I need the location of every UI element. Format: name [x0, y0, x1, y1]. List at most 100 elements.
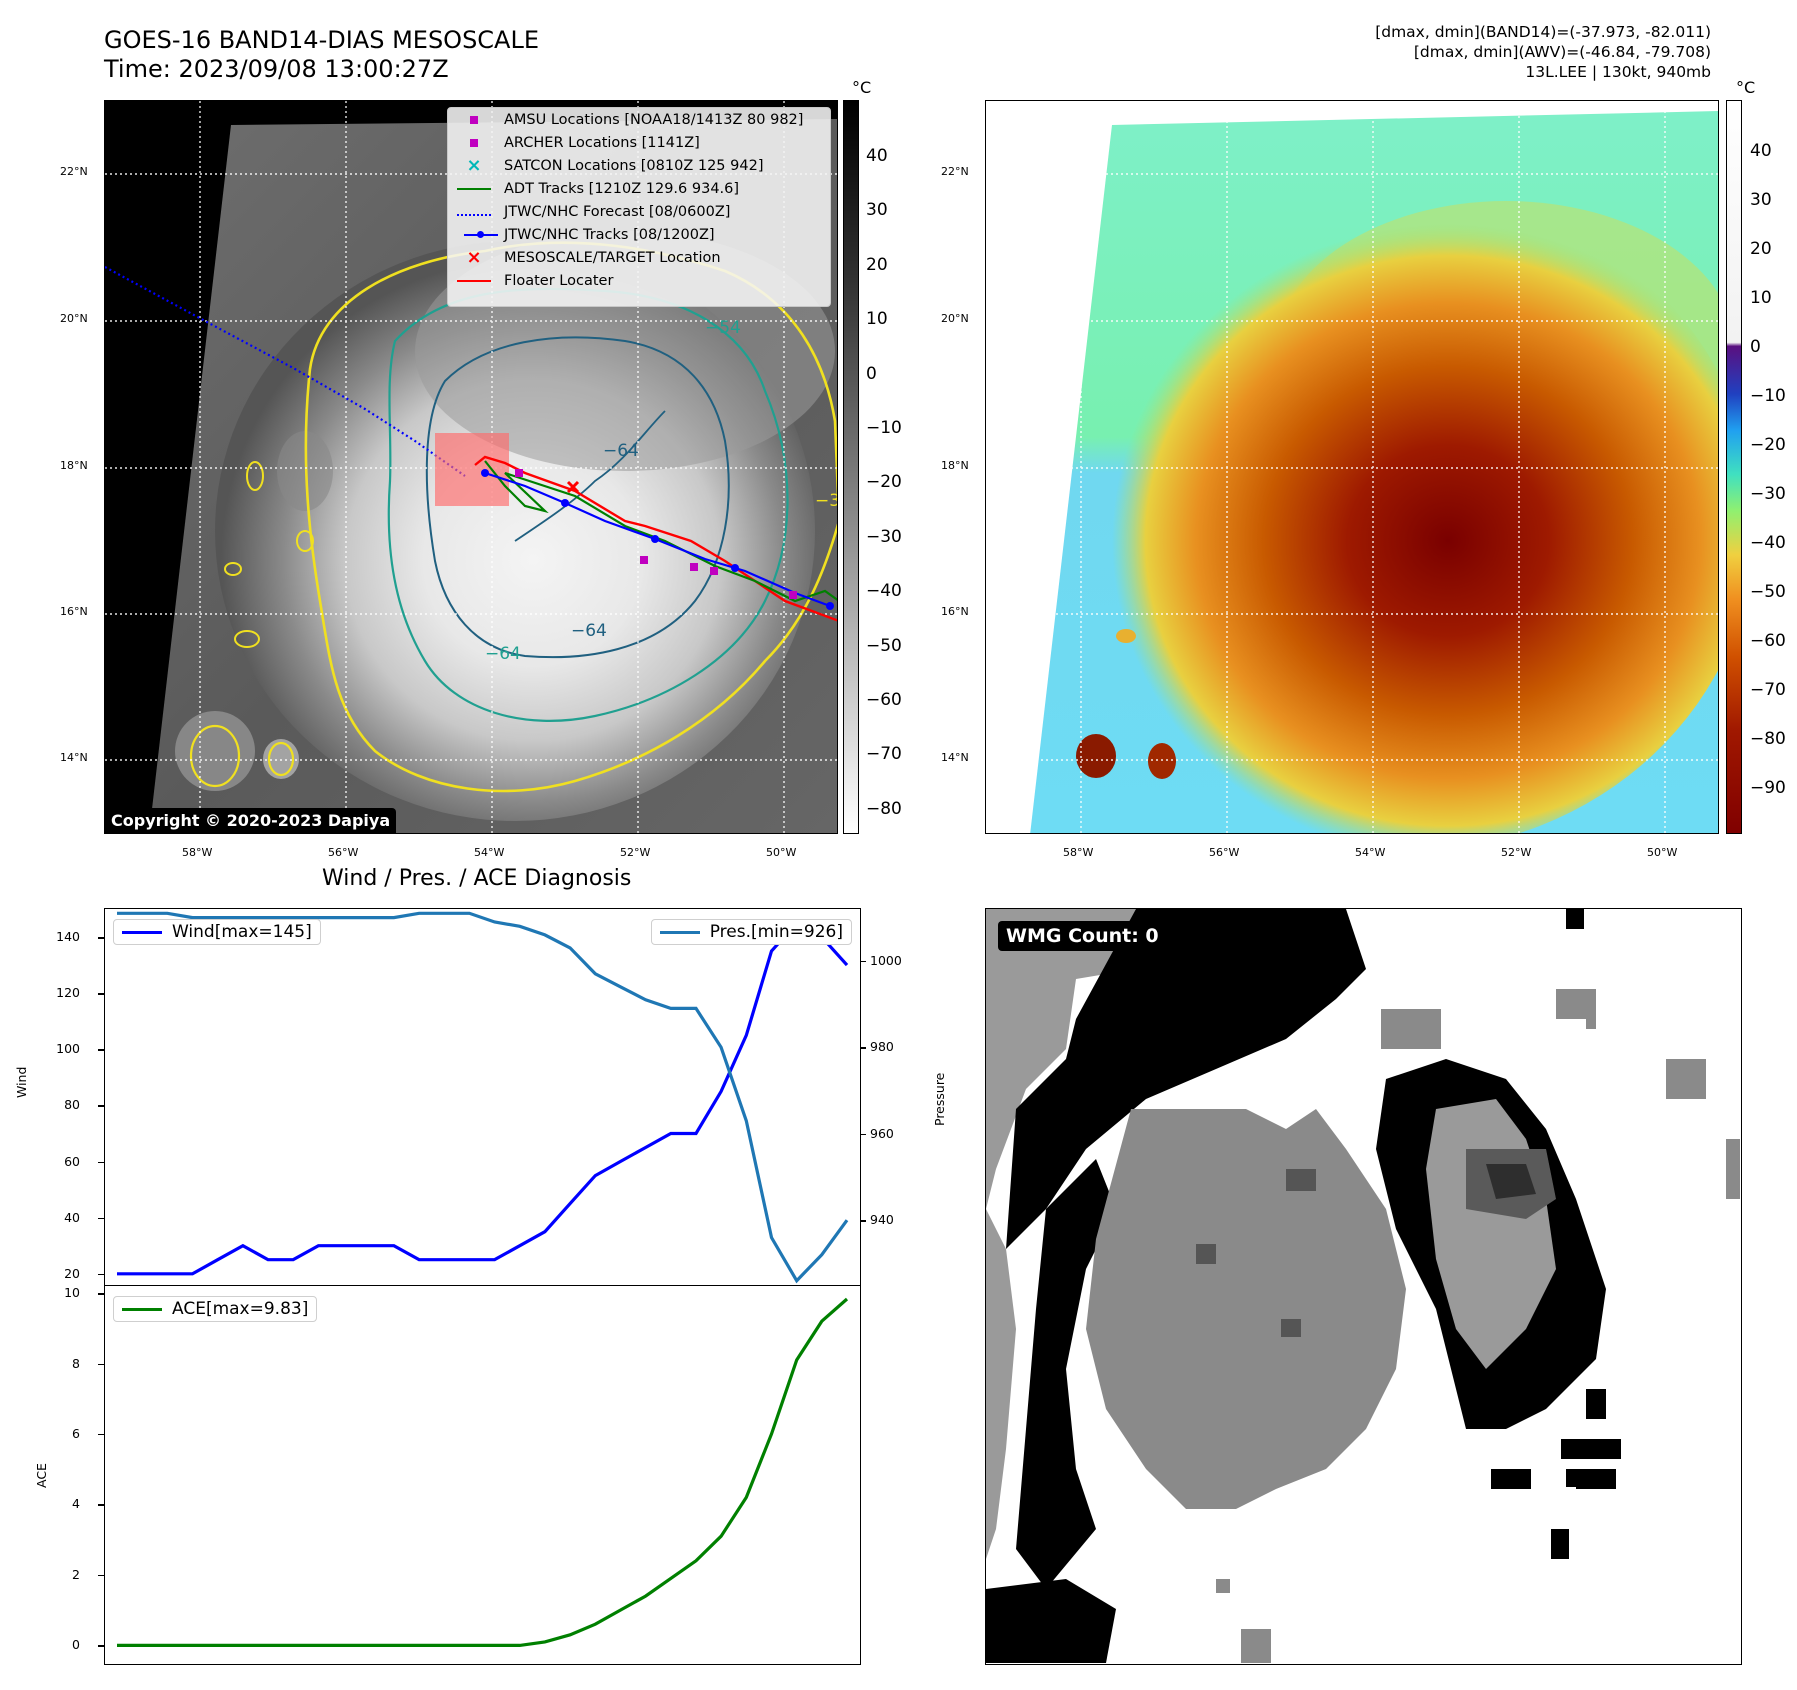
ir-legend-swatch [456, 135, 492, 151]
ir-legend-label: JTWC/NHC Forecast [08/0600Z] [504, 204, 731, 220]
ir-legend: AMSU Locations [NOAA18/1413Z 80 982] ARCH… [447, 107, 831, 307]
wmg-pixel [1491, 1469, 1531, 1489]
wmg-pixel [1561, 1439, 1621, 1459]
jtwc-forecast-track [105, 266, 466, 477]
wmg-count-badge: WMG Count: 0 [998, 921, 1167, 951]
lat-label: 22°N [60, 165, 88, 178]
colorbar-tick: −50 [1750, 582, 1786, 602]
wmg-pixel [1566, 1469, 1586, 1487]
y-tick-label: 1000 [870, 952, 902, 968]
lon-label: 52°W [620, 846, 651, 859]
ir-legend-item: AMSU Locations [NOAA18/1413Z 80 982] [456, 112, 803, 128]
y-tick-mark [98, 1049, 104, 1051]
colorbar-tick: −40 [866, 581, 902, 602]
colorbar-tick: −20 [866, 472, 902, 493]
y-tick-label: 100 [56, 1041, 80, 1057]
y-tick-mark [98, 937, 104, 939]
colorbar-tick: −70 [866, 744, 902, 765]
colorbar-tick: −50 [866, 635, 902, 656]
lon-label: 54°W [474, 846, 505, 859]
wmg-panel: WMG Count: 0 [985, 908, 1742, 1665]
ir-cloud-patch [175, 711, 255, 791]
awv-cell [1116, 629, 1136, 643]
wmg-region-black-bottom-left [986, 1579, 1116, 1663]
title-line-1: GOES-16 BAND14-DIAS MESOSCALE [104, 26, 540, 54]
copyright-badge: Copyright © 2020-2023 Dapiya [105, 808, 397, 833]
y-tick-mark [98, 1293, 104, 1295]
ir-legend-swatch [456, 227, 498, 243]
colorbar-tick: 0 [1750, 337, 1761, 357]
ir-legend-label: JTWC/NHC Tracks [08/1200Z] [504, 227, 715, 243]
wmg-region-gray-left-strip [986, 1209, 1016, 1559]
y-tick-mark [98, 1363, 104, 1365]
archer-amsu-points [515, 469, 797, 599]
y-tick-mark [860, 960, 866, 963]
wmg-region-eye-core [1486, 1164, 1536, 1199]
contour-inner [425, 336, 730, 659]
lon-label: 58°W [182, 846, 213, 859]
colorbar-tick: −60 [866, 690, 902, 710]
colorbar-tick: −30 [866, 526, 902, 547]
wmg-pixel [1216, 1579, 1230, 1593]
y-tick-label: 8 [72, 1355, 80, 1371]
y-tick-label: 940 [870, 1212, 894, 1228]
wind-pressure-plot: Wind[max=145] Pres.[min=926] [104, 908, 861, 1287]
y-tick-label: 4 [72, 1496, 80, 1512]
colorbar-tick: −70 [1750, 680, 1786, 700]
y-tick-label: 40 [64, 1209, 80, 1225]
ir-legend-item: ADT Tracks [1210Z 129.6 934.6] [456, 181, 739, 197]
lat-label: 20°N [941, 312, 969, 325]
wmg-pixel [1551, 1529, 1569, 1559]
ace-line [117, 1297, 849, 1647]
pressure-legend: Pres.[min=926] [650, 919, 852, 945]
y-tick-label: 20 [64, 1265, 80, 1281]
ir-legend-label: MESOSCALE/TARGET Location [504, 250, 721, 266]
y-tick-label: 140 [56, 929, 80, 945]
lon-label: 58°W [1063, 846, 1094, 859]
awv-map-image [986, 101, 1718, 833]
diagnosis-title: Wind / Pres. / ACE Diagnosis [322, 866, 632, 891]
contour-core [514, 410, 666, 542]
info-block: [dmax, dmin](BAND14)=(-37.973, -82.011) … [1375, 22, 1711, 82]
wmg-pixel [1286, 1169, 1316, 1191]
wmg-pixel [1726, 1139, 1740, 1199]
lat-label: 14°N [60, 751, 88, 764]
lat-label: 18°N [941, 459, 969, 472]
colorbar-tick: 10 [866, 309, 888, 330]
awv-gridlines [986, 101, 1718, 833]
mesoscale-target-box [435, 433, 509, 506]
y-tick-mark [98, 1433, 104, 1436]
y-tick-mark [98, 1504, 104, 1506]
ir-colorbar [843, 100, 859, 834]
ir-map-panel: −54 −64 −64 −64 −31 AMSU Locations [NOAA… [104, 100, 838, 834]
y-tick-mark [98, 1645, 104, 1647]
wind-legend-label: Wind[max=145] [172, 922, 312, 942]
contour-label: −54 [705, 318, 741, 338]
wmg-pixel [1666, 1059, 1706, 1099]
lat-label: 16°N [941, 605, 969, 618]
y-tick-mark [98, 1105, 104, 1107]
info-line-3: 13L.LEE | 130kt, 940mb [1525, 63, 1711, 81]
lon-label: 50°W [1647, 846, 1678, 859]
ace-axis-label: ACE [34, 1463, 49, 1488]
awv-storm [1056, 191, 1718, 833]
wmg-region-black-left [1016, 1159, 1116, 1589]
lon-label: 56°W [328, 846, 359, 859]
jtwc-track-points [481, 469, 834, 610]
y-tick-mark [98, 1161, 104, 1164]
y-tick-label: 80 [64, 1097, 80, 1113]
contour-fragment [189, 724, 241, 788]
ir-legend-swatch: × [466, 247, 482, 268]
pressure-axis-label: Pressure [932, 1072, 947, 1126]
colorbar-tick: −60 [1750, 631, 1786, 651]
contour-label: −64 [485, 644, 521, 664]
ir-legend-label: Floater Locater [504, 273, 614, 289]
colorbar-tick: −90 [1750, 778, 1786, 798]
pressure-legend-label: Pres.[min=926] [709, 922, 843, 942]
awv-colorbar [1726, 100, 1742, 834]
ir-legend-swatch [456, 204, 492, 220]
wmg-pixel [1566, 909, 1584, 929]
colorbar-tick: 40 [1750, 141, 1772, 161]
y-tick-label: 60 [64, 1153, 80, 1169]
wmg-pixel [1556, 1019, 1586, 1039]
